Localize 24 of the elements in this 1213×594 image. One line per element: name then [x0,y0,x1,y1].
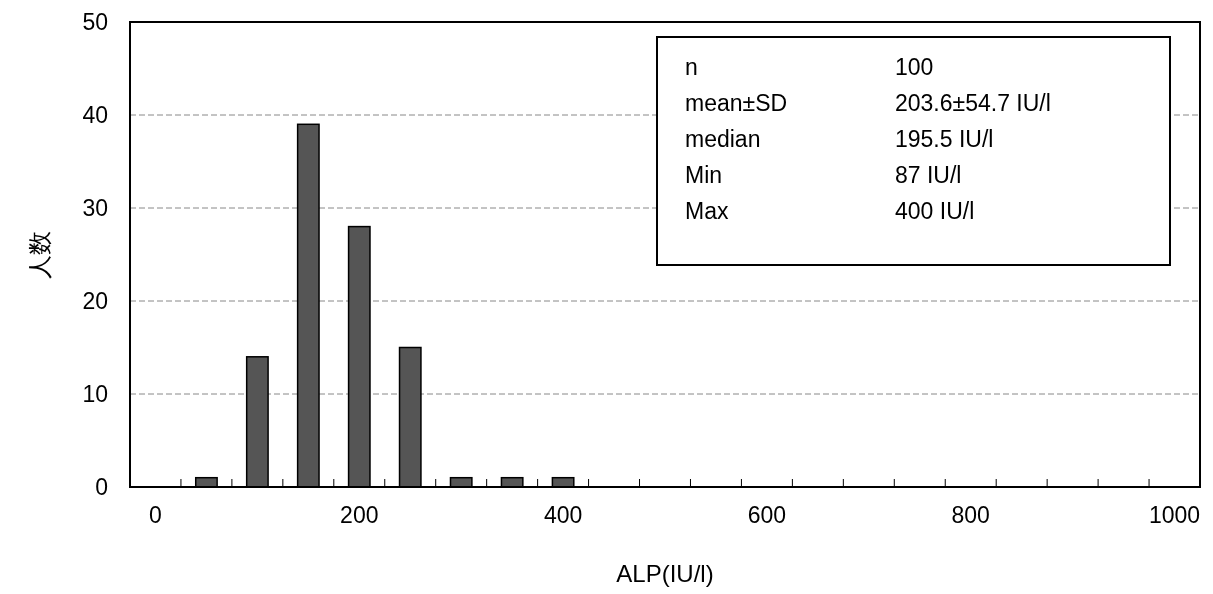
annotation: 195.5 IU/l [895,126,994,152]
annotation: 400 IU/l [895,198,975,224]
y-tick-label: 0 [95,474,108,500]
y-tick-label: 20 [82,288,108,314]
y-tick-label: 40 [82,102,108,128]
y-tick-label: 50 [82,9,108,35]
x-tick-label: 800 [951,502,990,528]
y-tick-label: 10 [82,381,108,407]
x-axis-title: ALP(IU/l) [616,560,714,587]
annotation: Max [685,198,729,224]
x-tick-label: 1000 [1148,502,1201,528]
annotation: Min [685,162,723,188]
annotation: 87 IU/l [895,162,962,188]
x-tick-label: 200 [340,502,379,528]
x-tick-label: 600 [747,502,787,528]
y-axis-title: 人数 [26,230,53,279]
y-tick-label: 30 [82,195,108,221]
x-tick-label: 0 [149,502,162,528]
annotation: 203.6±54.7 IU/l [895,90,1051,116]
annotation: median [685,126,761,152]
annotation: 100 [895,54,934,80]
annotation: n [685,54,698,80]
annotation: mean±SD [685,90,788,116]
x-tick-label: 400 [543,502,583,528]
